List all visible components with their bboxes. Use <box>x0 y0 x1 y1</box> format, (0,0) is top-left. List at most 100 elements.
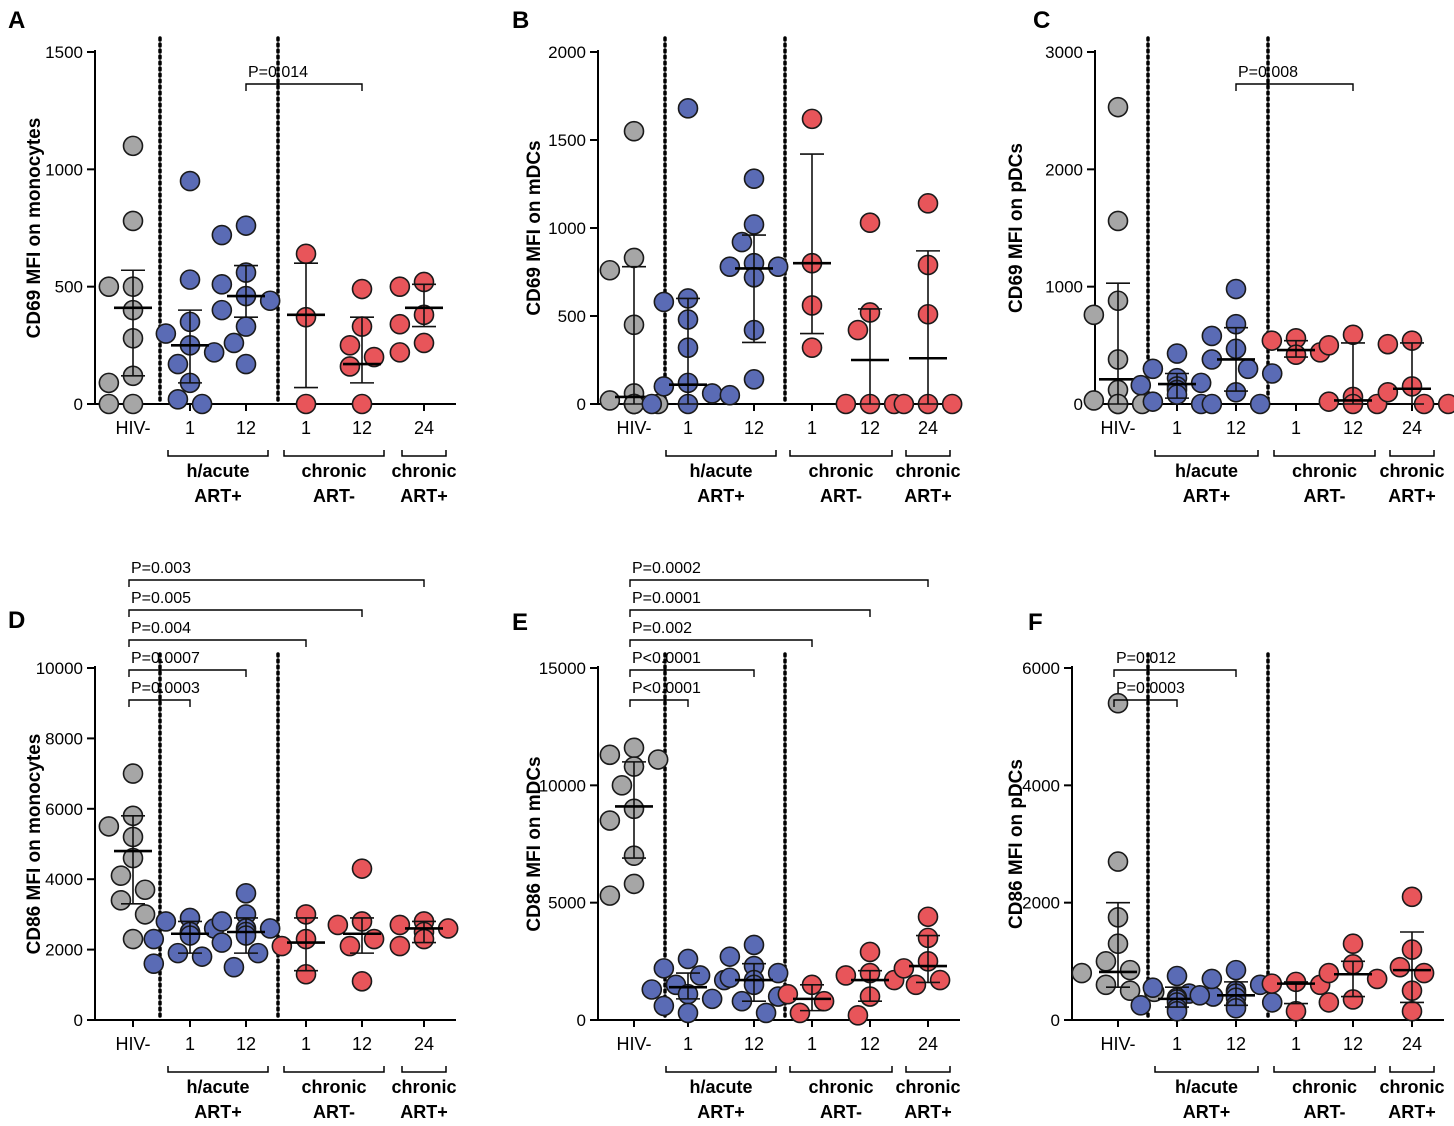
x-category-label: 12 <box>236 418 256 438</box>
data-point <box>122 393 144 415</box>
comparison-bracket <box>128 579 425 587</box>
data-point <box>801 337 823 358</box>
data-point <box>351 278 373 300</box>
x-category-label: 12 <box>1226 1034 1246 1054</box>
series-4 <box>327 858 385 992</box>
comparison-bracket <box>128 699 191 707</box>
p-value-label: P=0.0007 <box>131 650 200 667</box>
data-point <box>211 299 233 321</box>
data-point <box>835 965 857 986</box>
y-tick-label: 15000 <box>539 659 586 678</box>
group-label-line1: chronic <box>895 1077 960 1097</box>
group-label-line1: chronic <box>808 1077 873 1097</box>
group-label-line1: chronic <box>1292 461 1357 481</box>
p-value-label: P=0.0002 <box>632 560 701 577</box>
data-point <box>767 256 789 278</box>
group-label-line2: ART+ <box>697 486 745 506</box>
data-point <box>641 979 663 1000</box>
data-point <box>1342 933 1364 955</box>
series-5 <box>893 906 951 996</box>
x-category-label: 12 <box>352 1034 372 1054</box>
y-tick-label: 1000 <box>548 219 586 238</box>
x-category-label: 24 <box>414 418 434 438</box>
data-point <box>1401 1000 1423 1022</box>
group-label-line2: ART- <box>820 1102 862 1122</box>
p-value-label: P<0.0001 <box>632 650 701 667</box>
series-5 <box>1389 886 1435 1022</box>
data-point <box>1201 325 1223 347</box>
data-point <box>98 276 120 297</box>
data-point <box>155 323 177 344</box>
x-category-label: 1 <box>807 418 817 438</box>
group-label-line1: h/acute <box>186 461 249 481</box>
p-value-label: P=0.0001 <box>632 590 701 607</box>
series-5 <box>389 911 459 957</box>
x-category-label: 1 <box>185 418 195 438</box>
y-tick-label: 4000 <box>45 870 83 889</box>
x-category-label: 12 <box>1226 418 1246 438</box>
y-tick-label: 0 <box>1051 1011 1060 1030</box>
x-category-label: 12 <box>236 1034 256 1054</box>
panel-letter: E <box>512 609 528 636</box>
series-3 <box>287 243 325 415</box>
data-point <box>801 108 823 130</box>
data-point <box>1237 358 1259 380</box>
y-tick-label: 2000 <box>45 941 83 960</box>
group-label-line2: ART+ <box>400 486 448 506</box>
series-2 <box>719 168 789 406</box>
group-bracket <box>1154 450 1259 457</box>
data-point <box>1285 1000 1307 1022</box>
comparison-bracket <box>629 639 813 647</box>
p-value-label: P=0.0003 <box>1116 680 1185 697</box>
data-point <box>1437 393 1454 415</box>
group-label-line2: ART+ <box>1388 486 1436 506</box>
data-point <box>719 946 741 967</box>
series-3 <box>777 974 835 1024</box>
data-point <box>859 941 881 963</box>
panel-letter: F <box>1028 609 1043 636</box>
x-category-label: 24 <box>918 418 938 438</box>
series-5 <box>389 271 443 363</box>
group-label-line1: chronic <box>301 461 366 481</box>
group-label-line2: ART+ <box>904 486 952 506</box>
y-tick-label: 6000 <box>1022 659 1060 678</box>
group-label-line1: chronic <box>1379 1077 1444 1097</box>
data-point <box>755 1002 777 1024</box>
group-bracket <box>665 1066 777 1073</box>
data-point <box>611 775 633 796</box>
data-point <box>743 168 765 190</box>
data-point <box>1261 363 1283 384</box>
data-point <box>1189 985 1211 1006</box>
comparison-bracket <box>1113 669 1237 677</box>
x-category-label: HIV- <box>616 1034 651 1054</box>
panel-letter: A <box>8 7 25 34</box>
data-point <box>731 231 753 253</box>
y-tick-label: 500 <box>55 278 83 297</box>
series-0 <box>599 737 669 906</box>
data-point <box>767 962 789 984</box>
x-category-label: 1 <box>1172 418 1182 438</box>
data-point <box>259 290 281 312</box>
data-point <box>1166 965 1188 987</box>
group-label-line2: ART- <box>820 486 862 506</box>
p-value-label: P=0.014 <box>248 64 308 81</box>
data-point <box>203 342 225 363</box>
group-label-line1: chronic <box>895 461 960 481</box>
data-point <box>389 276 411 297</box>
data-point <box>893 958 915 979</box>
data-point <box>599 885 621 906</box>
data-point <box>1318 335 1340 356</box>
data-point <box>389 935 411 957</box>
data-point <box>339 935 361 957</box>
data-point <box>623 873 645 895</box>
data-point <box>1142 977 1164 999</box>
data-point <box>211 932 233 953</box>
series-5 <box>1377 330 1454 415</box>
group-bracket <box>401 1066 447 1073</box>
p-value-label: P=0.004 <box>131 620 191 637</box>
data-point <box>599 810 621 831</box>
x-category-label: HIV- <box>115 1034 150 1054</box>
y-tick-label: 1500 <box>45 43 83 62</box>
comparison-bracket <box>1113 699 1178 707</box>
series-4 <box>1318 324 1388 415</box>
